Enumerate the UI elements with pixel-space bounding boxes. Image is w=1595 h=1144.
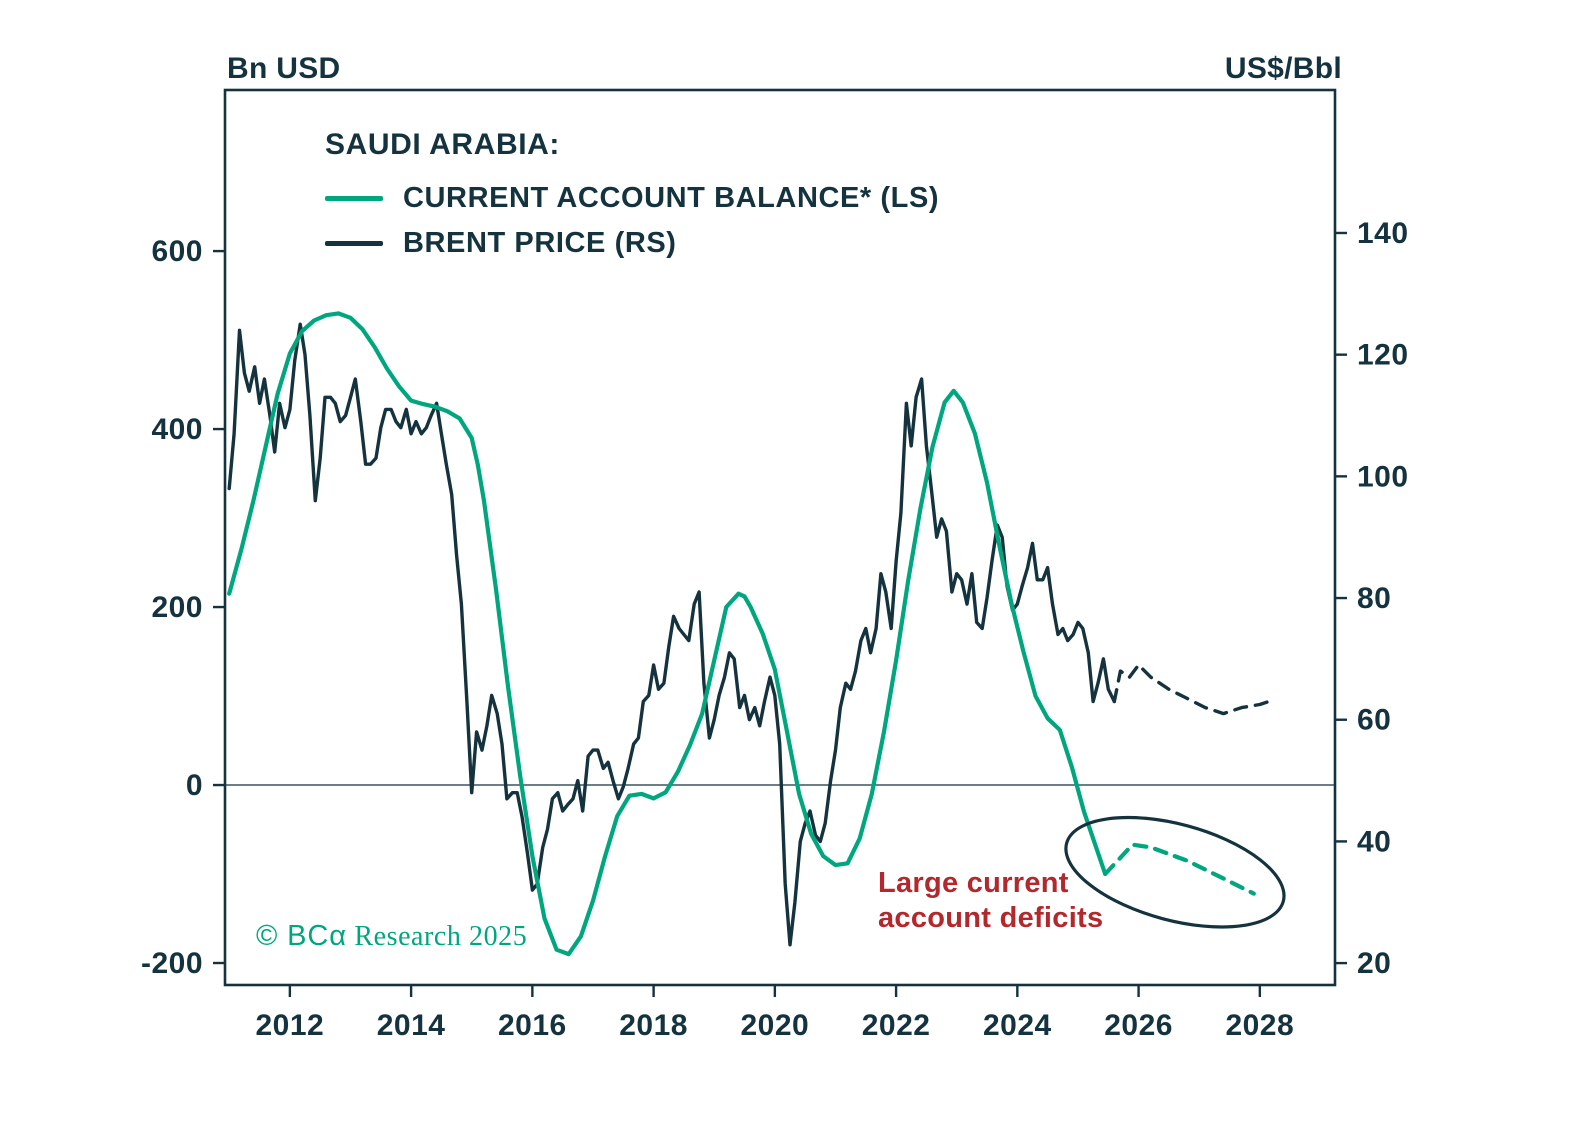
deficit-annotation: Large current account deficits <box>878 866 1103 936</box>
y-right-tick-label: 40 <box>1357 825 1391 858</box>
deficit-ellipse <box>1064 815 1286 929</box>
x-tick-label: 2024 <box>983 1009 1052 1042</box>
bca-logo: © BCα <box>256 920 347 952</box>
annotation-line-1: Large current <box>878 867 1069 899</box>
y-right-tick-label: 100 <box>1357 460 1409 493</box>
x-tick-label: 2014 <box>377 1009 446 1042</box>
x-tick-label: 2022 <box>862 1009 931 1042</box>
brent-price-line <box>227 322 1116 947</box>
y-left-tick-label: -200 <box>141 947 203 980</box>
annotation-line-2: account deficits <box>878 901 1104 934</box>
copyright: © BCα Research 2025 <box>256 920 527 953</box>
legend: SAUDI ARABIA: CURRENT ACCOUNT BALANCE* (… <box>325 128 939 260</box>
left-axis-unit-label: Bn USD <box>227 52 341 85</box>
current-account-line <box>227 311 1108 957</box>
copyright-text: Research 2025 <box>346 921 528 952</box>
y-right-tick-label: 20 <box>1357 947 1391 980</box>
legend-item-current-account: CURRENT ACCOUNT BALANCE* (LS) <box>325 182 939 215</box>
y-right-tick-label: 120 <box>1357 339 1409 372</box>
x-tick-label: 2028 <box>1225 1009 1294 1042</box>
x-tick-label: 2012 <box>255 1009 324 1042</box>
legend-label-current-account: CURRENT ACCOUNT BALANCE* (LS) <box>403 182 940 214</box>
legend-title: SAUDI ARABIA: <box>325 128 561 161</box>
legend-label-brent: BRENT PRICE (RS) <box>403 227 677 259</box>
y-left-tick-label: 200 <box>151 591 203 624</box>
y-left-tick-label: 400 <box>151 413 203 446</box>
y-left-tick-label: 0 <box>186 769 203 802</box>
right-axis-unit-label: US$/Bbl <box>1224 52 1342 85</box>
legend-swatch-current-account <box>325 196 383 201</box>
y-left-tick-label: 600 <box>151 235 203 268</box>
current-account-forecast-line <box>1103 842 1256 896</box>
y-right-tick-label: 80 <box>1357 582 1391 615</box>
x-tick-label: 2026 <box>1104 1009 1173 1042</box>
x-tick-label: 2016 <box>498 1009 567 1042</box>
x-tick-label: 2018 <box>619 1009 688 1042</box>
y-right-tick-label: 140 <box>1357 217 1409 250</box>
plot-frame <box>223 88 1337 987</box>
legend-swatch-brent <box>325 241 383 246</box>
y-right-tick-label: 60 <box>1357 704 1391 737</box>
brent-price-forecast-line <box>1112 663 1271 716</box>
x-tick-label: 2020 <box>740 1009 809 1042</box>
legend-item-brent: BRENT PRICE (RS) <box>325 227 939 260</box>
